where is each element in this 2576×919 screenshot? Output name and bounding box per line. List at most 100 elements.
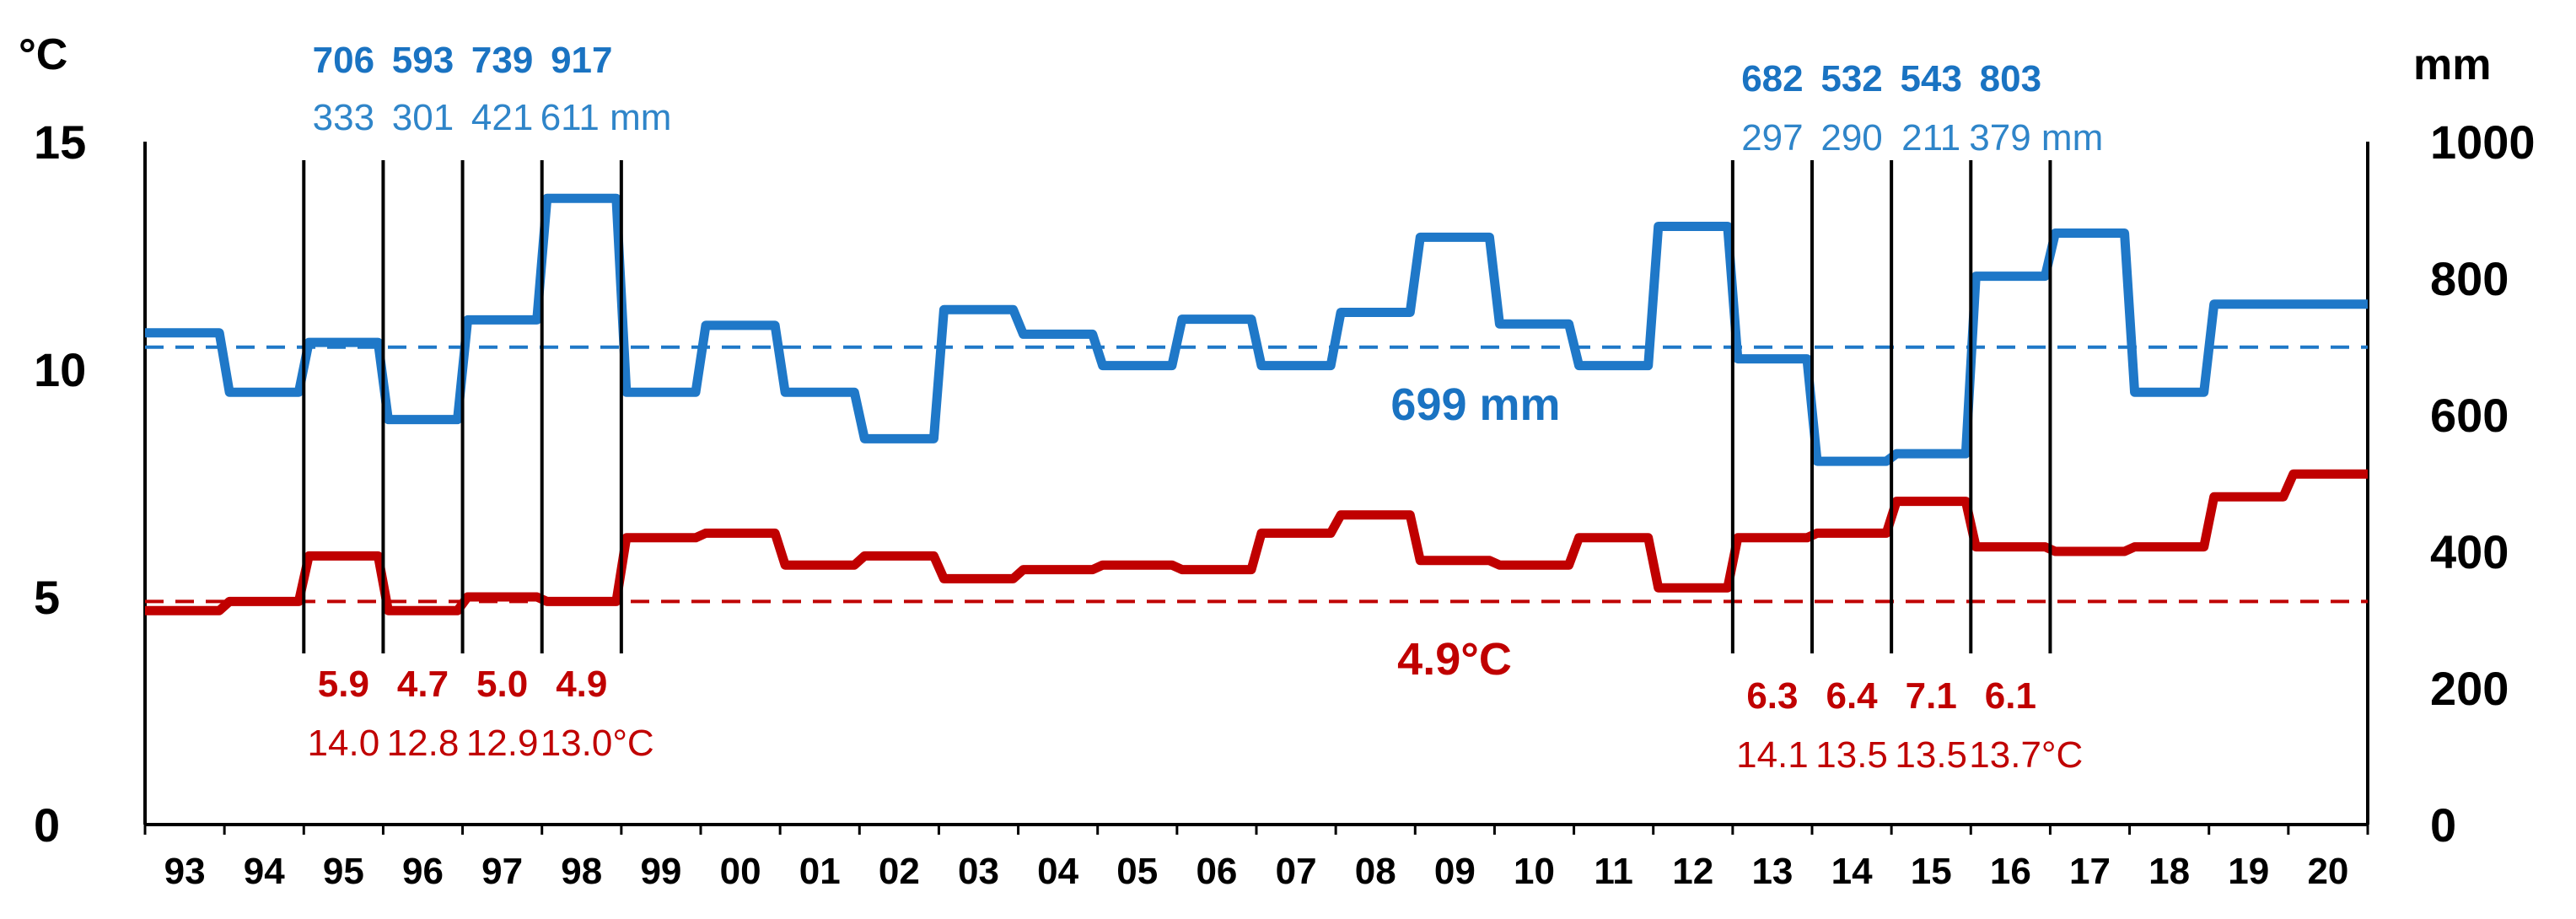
- right_group-temp-bold-label: 6.1: [1985, 675, 2036, 717]
- right_group-temp-bold-label: 6.3: [1746, 675, 1798, 717]
- right_group-precip-reg-label: 290: [1820, 117, 1882, 159]
- temperature-point: [2009, 546, 2011, 548]
- precipitation-point: [1295, 365, 1297, 367]
- right_group-precip-reg-label: 379 mm: [1969, 117, 2103, 159]
- precipitation-point: [1216, 319, 1218, 320]
- right-tick-label: 200: [2430, 662, 2509, 715]
- x-tick-label: 94: [244, 851, 285, 892]
- x-tick-label: 09: [1434, 851, 1476, 892]
- x-tick-label: 17: [2069, 851, 2111, 892]
- right_group-temp-reg-label: 14.1: [1736, 734, 1809, 776]
- x-tick-label: 93: [164, 851, 206, 892]
- temperature-point: [1137, 564, 1138, 566]
- right_group-precip-bold-label: 532: [1820, 58, 1882, 99]
- x-tick-label: 01: [799, 851, 841, 892]
- temperature-point: [2169, 546, 2170, 548]
- x-tick-label: 20: [2307, 851, 2348, 892]
- left_group-temp-bold-label: 5.9: [318, 664, 369, 705]
- temperature-point: [422, 610, 424, 611]
- x-tick-label: 08: [1355, 851, 1396, 892]
- left_group-temp-bold-label: 4.7: [397, 664, 449, 705]
- left-tick-label: 10: [34, 343, 86, 396]
- x-tick-label: 04: [1037, 851, 1078, 892]
- left_group-precip-reg-label: 421: [471, 97, 533, 138]
- x-tick-label: 98: [561, 851, 602, 892]
- temperature-point: [1454, 560, 1455, 562]
- precipitation-point: [2089, 233, 2091, 234]
- temperature-point: [263, 600, 265, 602]
- temperature-point: [1851, 532, 1853, 534]
- x-tick-label: 14: [1831, 851, 1873, 892]
- x-tick-label: 06: [1196, 851, 1237, 892]
- right-tick-label: 800: [2430, 252, 2509, 305]
- x-tick-label: 07: [1276, 851, 1317, 892]
- x-tick-label: 97: [481, 851, 523, 892]
- left_group-precip-bold-label: 593: [392, 40, 454, 81]
- precipitation-point: [2009, 276, 2011, 277]
- precipitation-point: [898, 438, 900, 439]
- precipitation-point: [1851, 460, 1853, 462]
- left-tick-label: 5: [34, 571, 60, 624]
- precipitation-point: [1057, 333, 1059, 335]
- precipitation-point: [2248, 304, 2250, 305]
- precipitation-point: [1613, 365, 1615, 367]
- x-tick-label: 11: [1594, 851, 1633, 892]
- precipitation-point: [819, 391, 820, 393]
- precipitation-point: [422, 419, 424, 421]
- x-tick-label: 05: [1116, 851, 1158, 892]
- temperature-point: [819, 564, 820, 566]
- temperature-point: [1057, 569, 1059, 571]
- right_group-temp-reg-label: 13.5: [1895, 734, 1967, 776]
- left_group-temp-reg-label: 13.0°C: [540, 723, 654, 764]
- left_group-precip-bold-label: 706: [313, 40, 374, 81]
- left_group-temp-bold-label: 4.9: [556, 664, 607, 705]
- x-tick-label: 96: [402, 851, 444, 892]
- precipitation-point: [978, 309, 980, 310]
- x-tick-label: 10: [1514, 851, 1555, 892]
- temperature-series-line: [145, 469, 2368, 615]
- temperature-point: [502, 596, 503, 598]
- left_group-precip-bold-label: 739: [471, 40, 533, 81]
- right-axis-unit: mm: [2413, 40, 2491, 89]
- precipitation-point: [1534, 323, 1535, 325]
- temperature-point: [342, 555, 344, 556]
- right_group-precip-bold-label: 803: [1980, 58, 2041, 99]
- left_group-precip-reg-label: 333: [313, 97, 374, 138]
- left-tick-label: 0: [34, 798, 60, 852]
- right_group-temp-bold-label: 7.1: [1906, 675, 1957, 717]
- right_group-temp-bold-label: 6.4: [1826, 675, 1878, 717]
- temperature-point: [898, 555, 900, 556]
- temp-average-label: 4.9°C: [1397, 634, 1512, 685]
- x-tick-label: 16: [1990, 851, 2031, 892]
- x-tick-label: 99: [640, 851, 681, 892]
- precip-average-label: 699 mm: [1390, 379, 1560, 430]
- precipitation-point: [1454, 236, 1455, 238]
- temperature-point: [1772, 537, 1773, 539]
- right_group-precip-bold-label: 682: [1741, 58, 1803, 99]
- temperature-point: [1930, 501, 1932, 502]
- right_group-temp-reg-label: 13.7°C: [1969, 734, 2083, 776]
- precipitation-point: [1692, 225, 1694, 227]
- left_group-temp-reg-label: 14.0: [308, 723, 380, 764]
- precipitation-point: [739, 325, 741, 326]
- right-tick-label: 1000: [2430, 116, 2536, 169]
- x-tick-label: 00: [720, 851, 761, 892]
- right-tick-label: 400: [2430, 525, 2509, 578]
- temperature-point: [739, 532, 741, 534]
- temperature-point: [660, 537, 662, 539]
- x-tick-label: 18: [2148, 851, 2190, 892]
- temperature-point: [2327, 473, 2329, 475]
- right_group-precip-bold-label: 543: [1901, 58, 1962, 99]
- precipitation-point: [1374, 312, 1376, 314]
- precipitation-point: [184, 332, 186, 334]
- left_group-temp-reg-label: 12.9: [466, 723, 539, 764]
- precipitation-point: [342, 341, 344, 343]
- x-tick-label: 15: [1911, 851, 1952, 892]
- precipitation-point: [502, 319, 503, 320]
- left_group-precip-bold-label: 917: [551, 40, 612, 81]
- precipitation-series-line: [145, 193, 2368, 466]
- precipitation-point: [1772, 358, 1773, 360]
- right-tick-label: 600: [2430, 389, 2509, 442]
- x-tick-label: 12: [1672, 851, 1713, 892]
